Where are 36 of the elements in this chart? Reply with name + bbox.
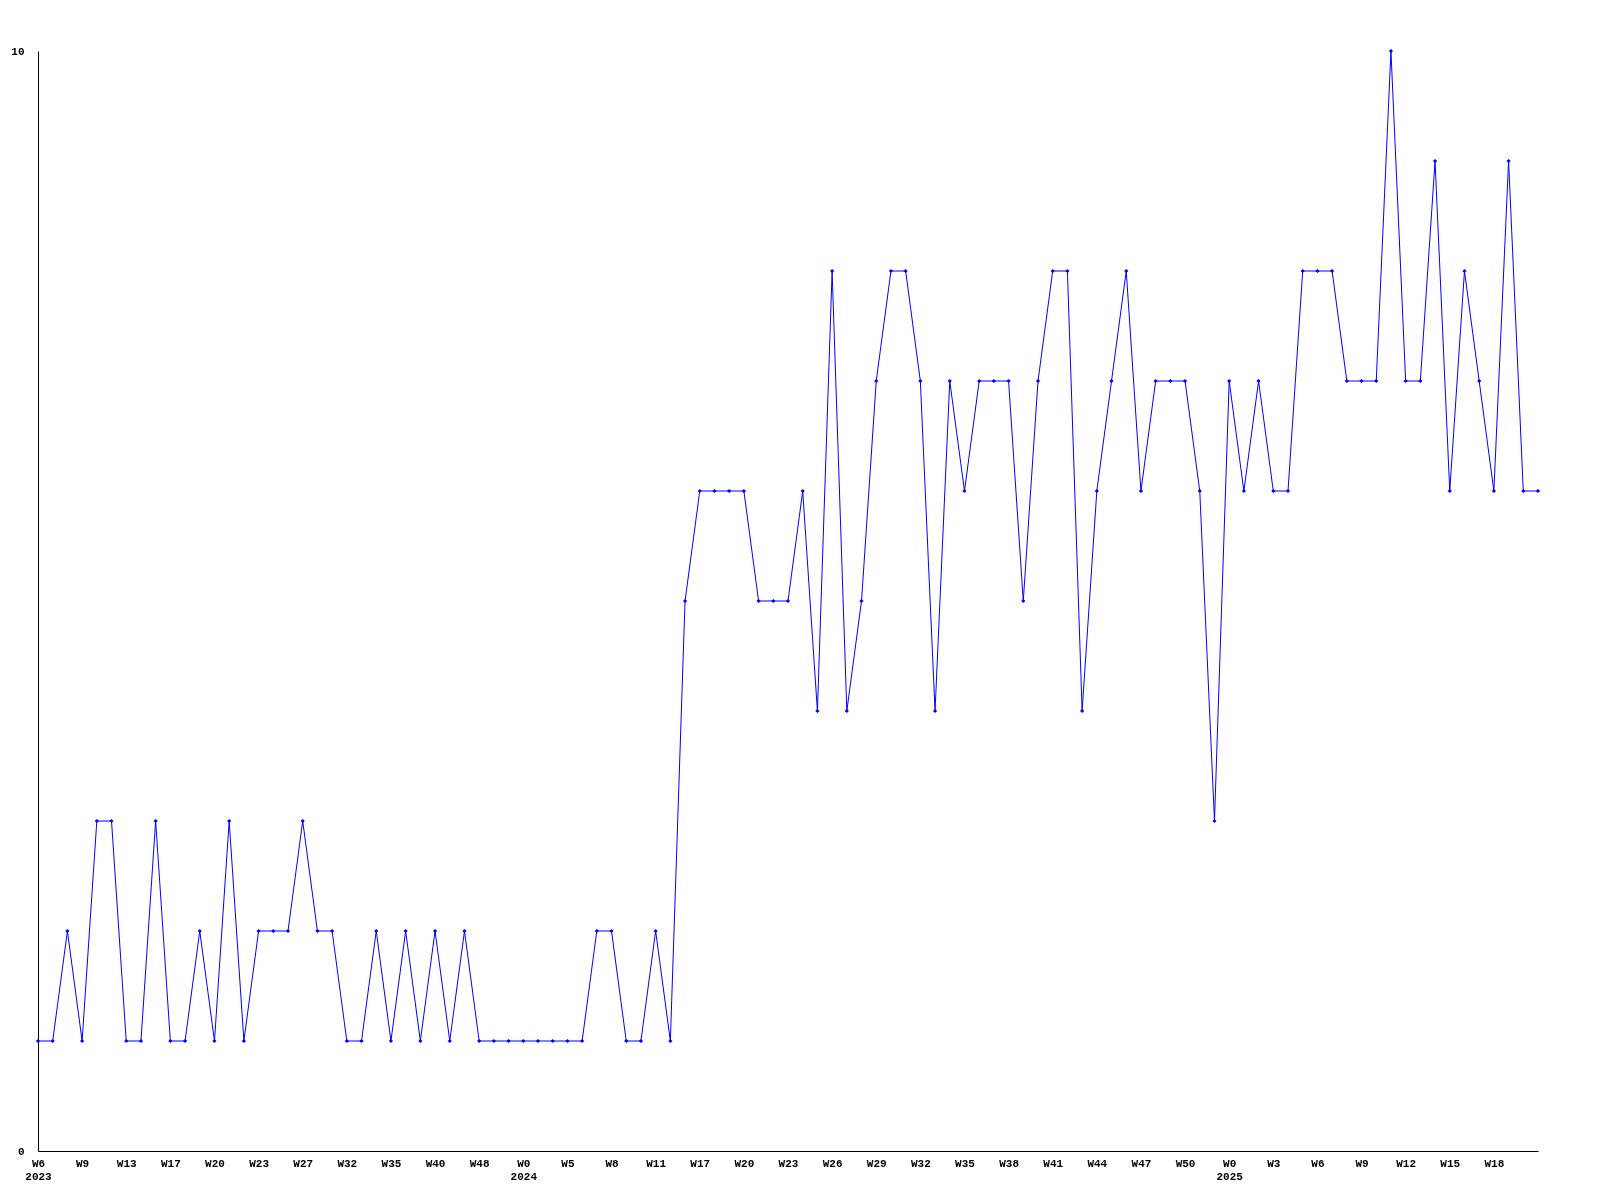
x-tick-label: W0 2024	[510, 1157, 538, 1183]
x-tick-label: W32	[337, 1157, 358, 1170]
x-tick-label: W23	[778, 1157, 799, 1170]
x-tick-label: W17	[690, 1157, 711, 1170]
x-tick-label: W0 2025	[1216, 1157, 1244, 1183]
x-tick-label: W29	[866, 1157, 887, 1170]
x-tick-label: W40	[425, 1157, 446, 1170]
x-tick-label: W20	[734, 1157, 755, 1170]
x-tick-label: W17	[160, 1157, 181, 1170]
x-tick-label: W20	[205, 1157, 225, 1170]
x-tick-label: W5	[561, 1157, 575, 1170]
x-tick-label: W6	[1311, 1157, 1325, 1170]
x-tick-label: W32	[910, 1157, 931, 1170]
x-tick-label: W12	[1396, 1157, 1417, 1170]
x-tick-label: W27	[293, 1157, 314, 1170]
x-tick-label: W35	[955, 1157, 976, 1170]
x-tick-label: W3	[1267, 1157, 1281, 1170]
x-tick-label: W18	[1484, 1157, 1505, 1170]
x-tick-label: W23	[249, 1157, 270, 1170]
x-tick-label: W13	[116, 1157, 138, 1170]
x-tick-label: W6 2023	[25, 1157, 53, 1183]
x-tick-label: W9	[1355, 1157, 1369, 1170]
x-tick-label: W38	[999, 1157, 1020, 1170]
x-tick-label: W35	[381, 1157, 402, 1170]
x-tick-label: W8	[605, 1157, 620, 1170]
x-tick-label: W47	[1131, 1157, 1152, 1170]
x-tick-label: W26	[822, 1157, 843, 1170]
x-tick-label: W48	[469, 1157, 490, 1170]
x-tick-label: W41	[1043, 1157, 1064, 1170]
x-tick-label: W15	[1440, 1157, 1461, 1170]
x-tick-label: W44	[1087, 1157, 1108, 1170]
x-tick-label: W9	[76, 1157, 90, 1170]
y-tick-label: 10	[11, 45, 25, 58]
y-tick-label: 0	[17, 1145, 25, 1158]
x-tick-label: W50	[1175, 1157, 1196, 1170]
x-tick-label: W11	[646, 1157, 667, 1170]
